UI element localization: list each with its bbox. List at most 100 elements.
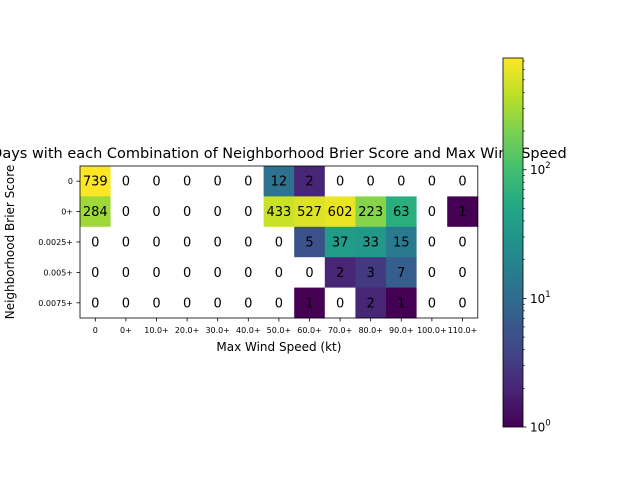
heatmap-cell xyxy=(355,196,387,228)
heatmap-cell-label: 63 xyxy=(393,205,410,220)
heatmap-cell xyxy=(80,196,111,228)
heatmap-cell-label: 15 xyxy=(393,236,410,251)
heatmap-cell-label: 0 xyxy=(214,266,222,281)
heatmap-cell-label: 0 xyxy=(152,205,160,220)
heatmap-cell xyxy=(110,257,142,288)
heatmap-cell-label: 0 xyxy=(91,296,99,311)
heatmap-cell xyxy=(141,287,173,319)
heatmap-cell-label: 0 xyxy=(91,266,99,281)
colorbar-tick-label: 102 xyxy=(530,161,551,177)
heatmap-cell-label: 0 xyxy=(244,296,252,311)
heatmap-cell-label: 0 xyxy=(183,296,191,311)
x-tick-label: 40.0+ xyxy=(236,326,261,335)
heatmap-cell xyxy=(110,196,142,228)
heatmap-cell-label: 0 xyxy=(428,266,436,281)
heatmap-cell xyxy=(324,226,356,258)
heatmap-cell xyxy=(233,226,264,258)
heatmap-cell xyxy=(386,287,417,319)
heatmap-cell xyxy=(386,166,417,197)
heatmap-cell-label: 2 xyxy=(367,296,375,311)
heatmap-cell xyxy=(141,226,173,258)
heatmap-cell xyxy=(416,287,448,319)
heatmap-cell-label: 0 xyxy=(397,175,405,190)
heatmap-cell-label: 0 xyxy=(244,236,252,251)
heatmap-cell xyxy=(416,257,448,288)
y-tick-label: 0 xyxy=(68,177,73,186)
heatmap-cell-label: 602 xyxy=(328,205,353,220)
heatmap-cell-label: 0 xyxy=(122,205,130,220)
heatmap-cell-label: 0 xyxy=(458,236,466,251)
chart-title: Days with each Combination of Neighborho… xyxy=(0,146,567,162)
x-tick-label: 50.0+ xyxy=(267,326,292,335)
heatmap-cell xyxy=(171,226,203,258)
heatmap-cell xyxy=(294,257,326,288)
y-axis-ticks: 0 0+ 0.0025+ 0.005+ 0.0075+ xyxy=(38,177,80,308)
heatmap-cell-label: 2 xyxy=(336,266,344,281)
heatmap-cell-label: 1 xyxy=(305,296,313,311)
heatmap-cell xyxy=(416,226,448,258)
heatmap-cell-label: 0 xyxy=(428,296,436,311)
heatmap-cell xyxy=(202,257,234,288)
heatmap-cell-label: 12 xyxy=(271,175,288,190)
heatmap-cell xyxy=(355,226,387,258)
heatmap-cell xyxy=(294,196,326,228)
heatmap-cell xyxy=(447,226,479,258)
heatmap-cell xyxy=(355,257,387,288)
heatmap-cell-label: 0 xyxy=(183,266,191,281)
heatmap-cell xyxy=(263,226,295,258)
heatmap-cell xyxy=(355,166,387,197)
heatmap-cell xyxy=(171,287,203,319)
heatmap-cell xyxy=(110,166,142,197)
heatmap-cell xyxy=(80,287,111,319)
heatmap-cells xyxy=(80,166,479,319)
heatmap-cell-label: 0 xyxy=(152,175,160,190)
heatmap-cell xyxy=(80,166,111,197)
colorbar: 100 101 102 xyxy=(502,57,551,435)
heatmap-cell xyxy=(141,166,173,197)
heatmap-cell xyxy=(263,196,295,228)
heatmap-cell xyxy=(355,287,387,319)
y-tick-label: 0+ xyxy=(61,208,73,217)
heatmap-cell-label: 0 xyxy=(214,296,222,311)
y-tick-label: 0.0075+ xyxy=(38,299,73,308)
x-axis-label: Max Wind Speed (kt) xyxy=(216,340,341,354)
heatmap-cell xyxy=(294,166,326,197)
heatmap-cell xyxy=(171,166,203,197)
heatmap-cell-label: 0 xyxy=(305,266,313,281)
heatmap-cell xyxy=(233,196,264,228)
heatmap-cell xyxy=(324,287,356,319)
heatmap-cell-label: 0 xyxy=(152,266,160,281)
heatmap-cell-label: 0 xyxy=(91,236,99,251)
heatmap-cell xyxy=(202,287,234,319)
x-tick-label: 90.0+ xyxy=(389,326,414,335)
x-tick-label: 0+ xyxy=(120,326,132,335)
heatmap-cell xyxy=(141,257,173,288)
heatmap-cell xyxy=(447,257,479,288)
heatmap-cell-label: 0 xyxy=(428,236,436,251)
colorbar-ticks: 100 101 102 xyxy=(523,60,551,435)
heatmap-cell-label: 0 xyxy=(183,205,191,220)
heatmap-cell-label: 1 xyxy=(458,205,466,220)
heatmap-cell xyxy=(324,196,356,228)
heatmap-cell-label: 0 xyxy=(428,175,436,190)
heatmap-cell-label: 0 xyxy=(336,175,344,190)
heatmap-cell-label: 0 xyxy=(336,296,344,311)
heatmap-cell xyxy=(386,196,417,228)
heatmap-cell-label: 0 xyxy=(122,236,130,251)
heatmap-cell-label: 3 xyxy=(367,266,375,281)
x-tick-label: 100.0+ xyxy=(417,326,447,335)
heatmap-cell-label: 433 xyxy=(266,205,291,220)
heatmap-cell xyxy=(294,226,326,258)
heatmap-cell-label: 0 xyxy=(458,175,466,190)
heatmap-cell xyxy=(386,257,417,288)
heatmap-cell xyxy=(202,166,234,197)
heatmap-cell xyxy=(263,166,295,197)
heatmap-cell-label: 0 xyxy=(122,266,130,281)
heatmap-cell xyxy=(233,287,264,319)
y-tick-label: 0.0025+ xyxy=(38,238,73,247)
x-tick-label: 20.0+ xyxy=(175,326,200,335)
heatmap-cell xyxy=(171,257,203,288)
heatmap-cell xyxy=(386,226,417,258)
